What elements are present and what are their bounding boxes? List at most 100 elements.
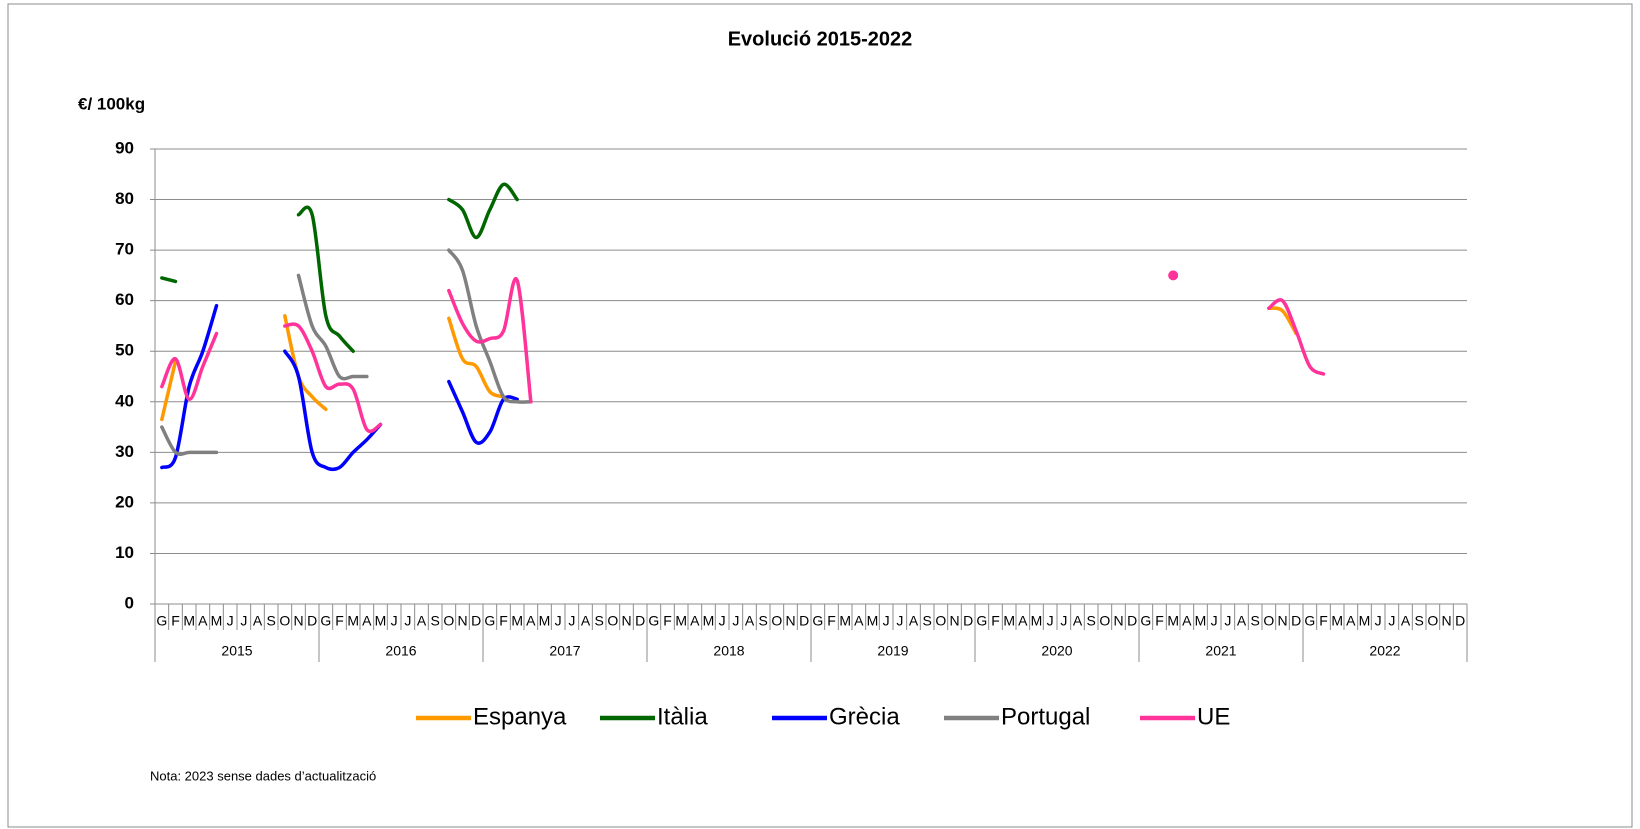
x-tick-label: D xyxy=(471,613,481,629)
x-tick-label: D xyxy=(1291,613,1301,629)
x-tick-label: D xyxy=(1127,613,1137,629)
x-tick-label: A xyxy=(362,613,372,629)
chart-title: Evolució 2015-2022 xyxy=(728,28,913,50)
x-tick-label: N xyxy=(293,613,303,629)
x-tick-label: S xyxy=(758,613,767,629)
x-tick-label: F xyxy=(1155,613,1164,629)
x-tick-label: D xyxy=(963,613,973,629)
x-tick-label: D xyxy=(799,613,809,629)
x-tick-label: J xyxy=(1224,613,1231,629)
year-label: 2017 xyxy=(549,643,580,659)
series-line xyxy=(160,248,533,456)
x-tick-label: A xyxy=(1401,613,1411,629)
x-tick-label: J xyxy=(1388,613,1395,629)
series-line xyxy=(160,277,1326,434)
x-tick-label: A xyxy=(198,613,208,629)
x-tick-label: M xyxy=(375,613,387,629)
x-tick-label: M xyxy=(539,613,551,629)
x-tick-label: O xyxy=(279,613,290,629)
x-tick-label: G xyxy=(812,613,823,629)
x-tick-label: M xyxy=(211,613,223,629)
x-tick-label: N xyxy=(621,613,631,629)
x-tick-label: A xyxy=(1237,613,1247,629)
x-tick-label: A xyxy=(690,613,700,629)
x-tick-label: N xyxy=(949,613,959,629)
x-tick-label: S xyxy=(1414,613,1423,629)
y-axis-label: €/ 100kg xyxy=(78,94,145,113)
y-tick-label: 80 xyxy=(115,189,134,208)
x-tick-label: J xyxy=(732,613,739,629)
chart-border xyxy=(7,3,1633,828)
x-tick-label: N xyxy=(1277,613,1287,629)
year-label: 2022 xyxy=(1369,643,1400,659)
x-tick-label: J xyxy=(896,613,903,629)
x-tick-label: A xyxy=(909,613,919,629)
x-tick-label: S xyxy=(1086,613,1095,629)
x-tick-label: J xyxy=(719,613,726,629)
x-tick-label: M xyxy=(1359,613,1371,629)
x-tick-label: N xyxy=(457,613,467,629)
y-tick-label: 10 xyxy=(115,543,134,562)
x-tick-label: J xyxy=(555,613,562,629)
x-tick-label: A xyxy=(253,613,263,629)
x-tick-label: O xyxy=(771,613,782,629)
series-line xyxy=(160,182,519,353)
x-tick-label: D xyxy=(1455,613,1465,629)
x-tick-label: O xyxy=(443,613,454,629)
y-tick-label: 0 xyxy=(125,593,134,612)
x-tick-label: O xyxy=(607,613,618,629)
legend-label: Portugal xyxy=(1001,703,1090,730)
x-tick-label: O xyxy=(1099,613,1110,629)
x-tick-label: J xyxy=(1047,613,1054,629)
legend-label: UE xyxy=(1197,703,1230,730)
legend-label: Grècia xyxy=(829,703,900,730)
x-tick-label: G xyxy=(1140,613,1151,629)
x-tick-label: A xyxy=(854,613,864,629)
x-tick-label: F xyxy=(991,613,1000,629)
year-label: 2021 xyxy=(1205,643,1236,659)
x-tick-label: M xyxy=(703,613,715,629)
year-label: 2019 xyxy=(877,643,908,659)
x-tick-label: G xyxy=(648,613,659,629)
x-tick-label: G xyxy=(1304,613,1315,629)
x-tick-label: A xyxy=(1346,613,1356,629)
x-tick-label: M xyxy=(1031,613,1043,629)
y-tick-label: 70 xyxy=(115,240,134,259)
x-tick-label: S xyxy=(266,613,275,629)
y-tick-label: 50 xyxy=(115,341,134,360)
year-label: 2016 xyxy=(385,643,416,659)
x-tick-label: J xyxy=(227,613,234,629)
x-tick-label: A xyxy=(1018,613,1028,629)
y-tick-label: 40 xyxy=(115,391,134,410)
x-tick-label: S xyxy=(1250,613,1259,629)
x-tick-label: M xyxy=(839,613,851,629)
x-tick-label: N xyxy=(1113,613,1123,629)
x-tick-label: S xyxy=(922,613,931,629)
y-tick-label: 20 xyxy=(115,492,134,511)
year-label: 2018 xyxy=(713,643,744,659)
x-tick-label: M xyxy=(1003,613,1015,629)
x-tick-label: M xyxy=(675,613,687,629)
x-tick-label: O xyxy=(1263,613,1274,629)
x-tick-label: F xyxy=(1319,613,1328,629)
note: Nota: 2023 sense dades d’actualització xyxy=(150,768,376,783)
year-label: 2020 xyxy=(1041,643,1072,659)
x-tick-label: J xyxy=(883,613,890,629)
y-tick-label: 30 xyxy=(115,442,134,461)
x-tick-label: A xyxy=(1073,613,1083,629)
x-tick-label: G xyxy=(484,613,495,629)
x-tick-label: D xyxy=(635,613,645,629)
x-tick-label: N xyxy=(1441,613,1451,629)
x-tick-label: N xyxy=(785,613,795,629)
x-tick-label: G xyxy=(156,613,167,629)
x-tick-label: A xyxy=(745,613,755,629)
x-tick-label: O xyxy=(1427,613,1438,629)
x-tick-label: J xyxy=(1211,613,1218,629)
x-tick-label: M xyxy=(347,613,359,629)
x-tick-label: J xyxy=(391,613,398,629)
x-tick-label: A xyxy=(1182,613,1192,629)
x-tick-label: M xyxy=(511,613,523,629)
y-tick-label: 60 xyxy=(115,290,134,309)
